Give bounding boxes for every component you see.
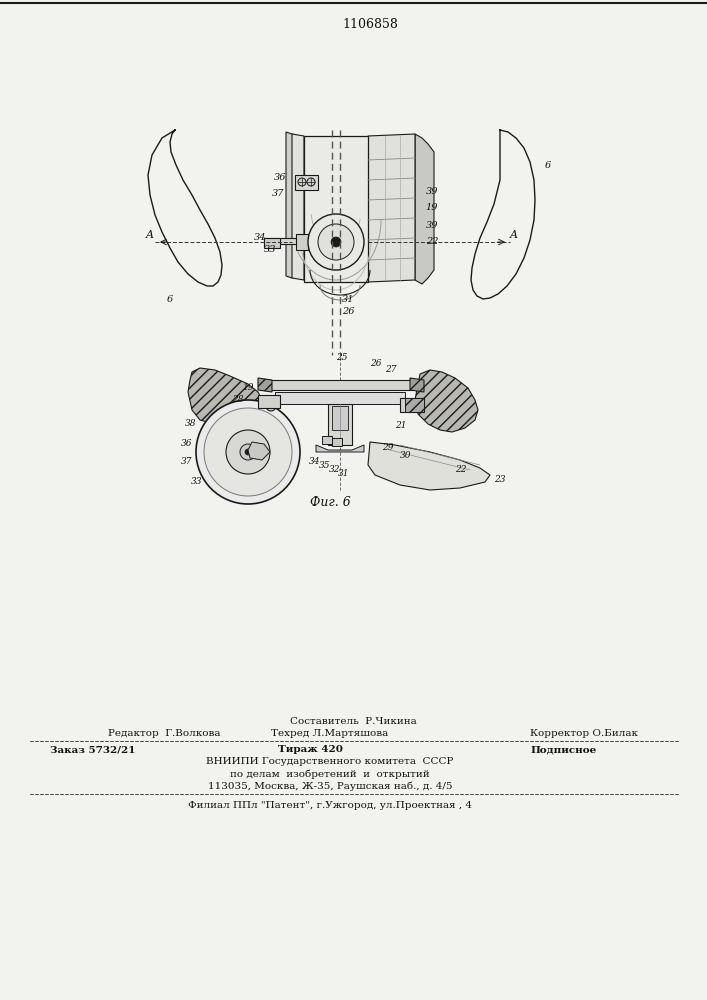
Polygon shape — [316, 445, 364, 452]
Text: 35: 35 — [320, 462, 331, 471]
Text: Подписное: Подписное — [530, 746, 596, 754]
Text: Корректор О.Билак: Корректор О.Билак — [530, 730, 638, 738]
Text: 113035, Москва, Ж-35, Раушская наб., д. 4/5: 113035, Москва, Ж-35, Раушская наб., д. … — [208, 781, 452, 791]
Text: Тираж 420: Тираж 420 — [278, 746, 342, 754]
Text: 31: 31 — [341, 296, 354, 304]
Text: Заказ 5732/21: Заказ 5732/21 — [50, 746, 136, 754]
Text: 39: 39 — [426, 188, 438, 196]
Circle shape — [245, 449, 251, 455]
Text: 36: 36 — [274, 174, 286, 182]
Text: 37: 37 — [180, 458, 192, 466]
Text: 6: 6 — [167, 296, 173, 304]
Text: 19: 19 — [243, 382, 254, 391]
Text: 34: 34 — [309, 458, 321, 466]
Polygon shape — [258, 395, 280, 408]
Polygon shape — [304, 136, 368, 282]
Polygon shape — [332, 438, 342, 446]
Circle shape — [308, 214, 364, 270]
Text: 32: 32 — [329, 466, 341, 475]
Polygon shape — [368, 442, 490, 490]
Circle shape — [307, 178, 315, 186]
Text: 39: 39 — [426, 221, 438, 230]
Polygon shape — [275, 392, 405, 404]
Text: Редактор  Г.Волкова: Редактор Г.Волкова — [108, 730, 221, 738]
Polygon shape — [270, 380, 412, 390]
Text: 28: 28 — [233, 395, 244, 404]
Polygon shape — [292, 134, 304, 280]
Text: 22: 22 — [426, 237, 438, 246]
Circle shape — [226, 430, 270, 474]
Circle shape — [298, 178, 306, 186]
Text: A: A — [510, 230, 518, 240]
Polygon shape — [264, 238, 280, 248]
Text: Фиг. 6: Фиг. 6 — [310, 495, 351, 508]
Text: 30: 30 — [400, 450, 411, 460]
Circle shape — [271, 398, 279, 406]
Circle shape — [318, 224, 354, 260]
Polygon shape — [248, 442, 270, 460]
Text: 38: 38 — [185, 420, 196, 428]
Polygon shape — [328, 404, 352, 445]
Text: A: A — [146, 230, 154, 240]
Text: 33: 33 — [264, 245, 276, 254]
Circle shape — [196, 400, 300, 504]
Text: 37: 37 — [271, 190, 284, 198]
Text: 27: 27 — [385, 365, 397, 374]
Text: 19: 19 — [426, 204, 438, 213]
Text: по делам  изобретений  и  открытий: по делам изобретений и открытий — [230, 769, 430, 779]
Polygon shape — [296, 234, 308, 250]
Text: 26: 26 — [370, 360, 382, 368]
Circle shape — [204, 408, 292, 496]
Text: 34: 34 — [254, 233, 267, 242]
Polygon shape — [410, 378, 424, 392]
Text: Составитель  Р.Чикина: Составитель Р.Чикина — [290, 718, 416, 726]
Polygon shape — [264, 238, 304, 244]
Text: 26: 26 — [341, 308, 354, 316]
Polygon shape — [400, 398, 424, 412]
Circle shape — [266, 401, 276, 411]
Polygon shape — [368, 134, 415, 282]
Polygon shape — [332, 406, 348, 430]
Text: 31: 31 — [338, 470, 350, 479]
Text: 25: 25 — [337, 353, 348, 361]
Text: 21: 21 — [395, 422, 407, 430]
Text: 1106858: 1106858 — [342, 18, 398, 31]
Text: Филиал ППл "Патент", г.Ужгород, ул.Проектная , 4: Филиал ППл "Патент", г.Ужгород, ул.Проек… — [188, 802, 472, 810]
Polygon shape — [405, 398, 424, 412]
Polygon shape — [258, 378, 272, 392]
Circle shape — [331, 237, 341, 247]
Text: ВНИИПИ Государственного комитета  СССР: ВНИИПИ Государственного комитета СССР — [206, 758, 454, 766]
Text: 29: 29 — [382, 444, 394, 452]
Text: 33: 33 — [190, 478, 202, 487]
Polygon shape — [415, 370, 478, 432]
Text: 36: 36 — [180, 440, 192, 448]
Text: Техред Л.Мартяшова: Техред Л.Мартяшова — [271, 730, 389, 738]
Text: 6: 6 — [545, 160, 551, 169]
Circle shape — [240, 444, 256, 460]
Polygon shape — [286, 132, 298, 278]
Polygon shape — [295, 175, 318, 190]
Polygon shape — [188, 368, 262, 424]
Polygon shape — [322, 436, 332, 444]
Text: 23: 23 — [494, 476, 506, 485]
Text: 22: 22 — [455, 466, 467, 475]
Polygon shape — [415, 134, 434, 284]
